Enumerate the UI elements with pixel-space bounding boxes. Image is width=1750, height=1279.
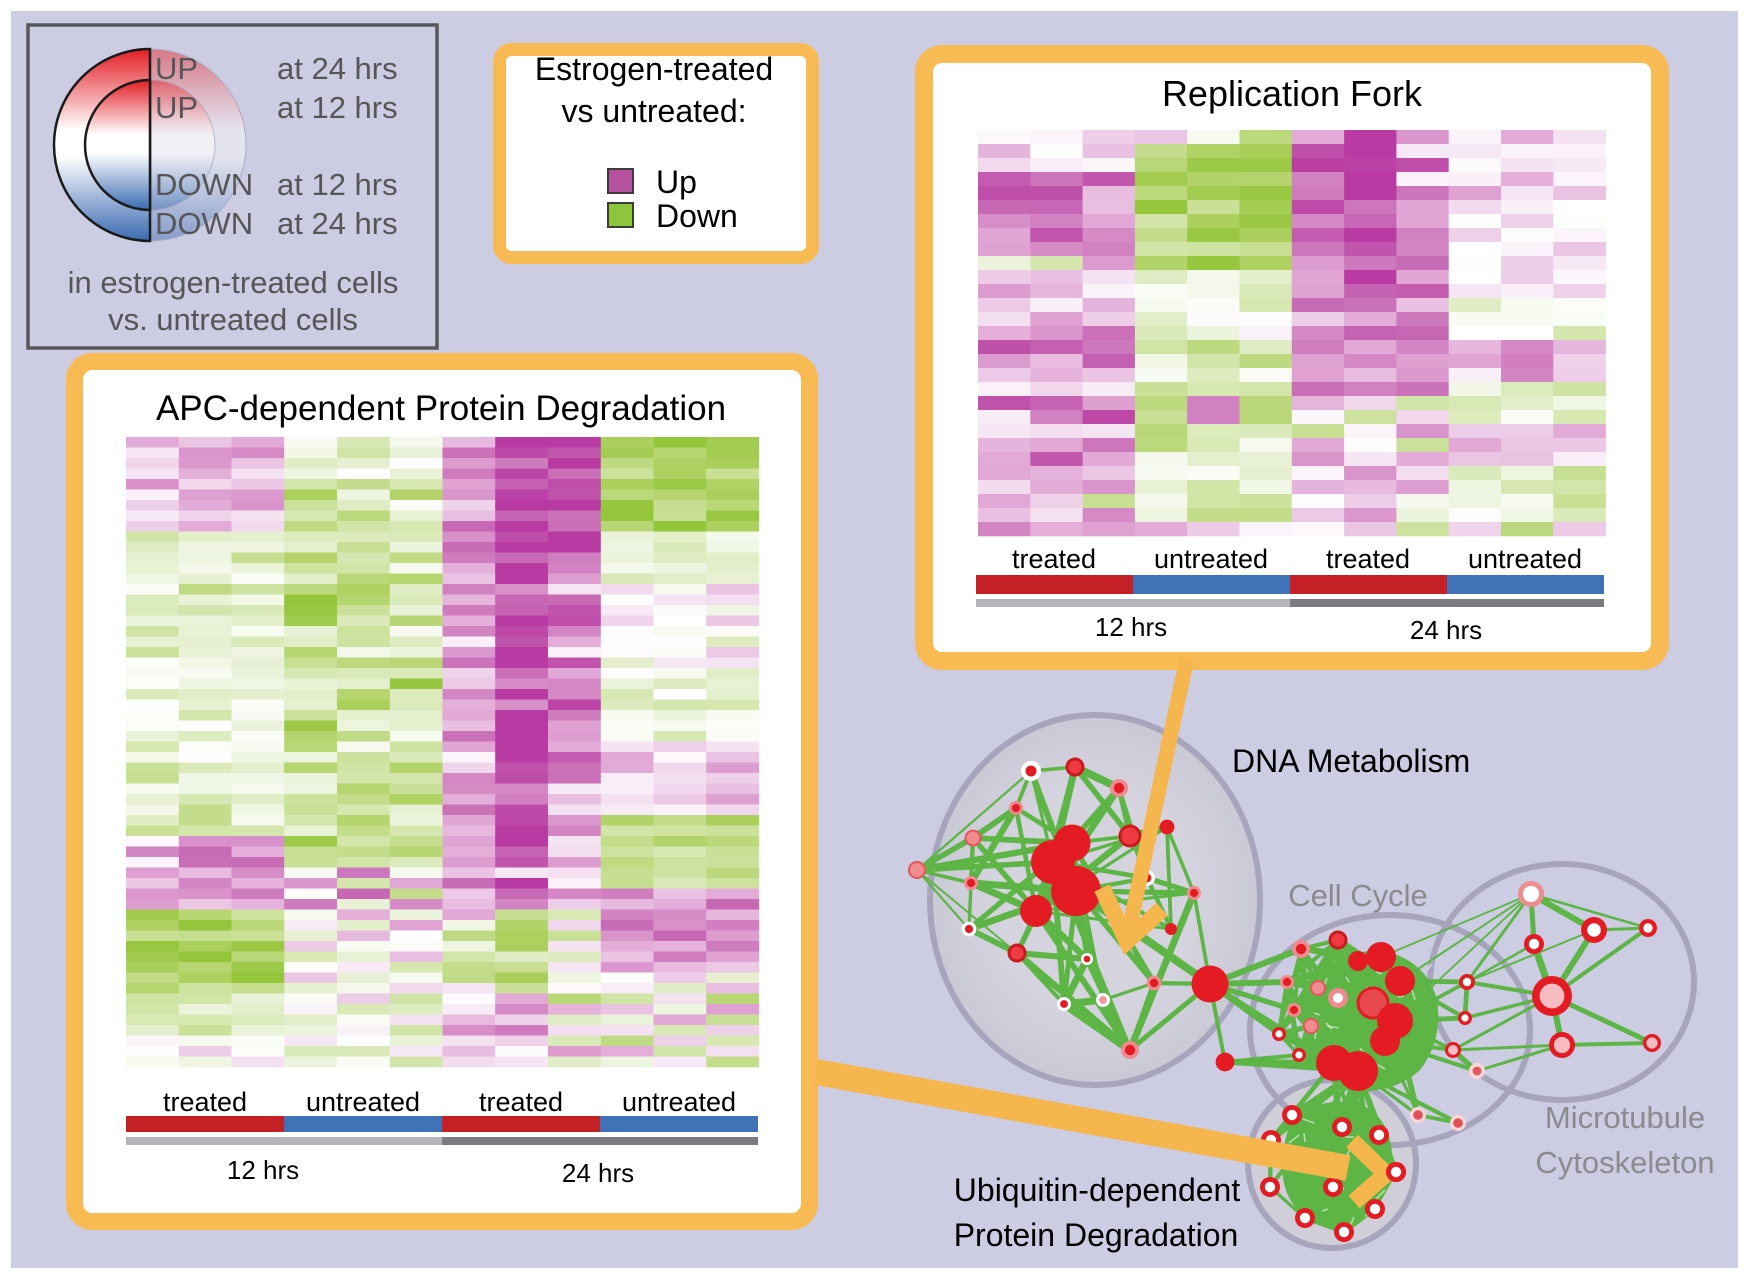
svg-text:at 24 hrs: at 24 hrs — [277, 51, 398, 86]
svg-text:APC-dependent Protein Degradat: APC-dependent Protein Degradation — [156, 389, 726, 428]
svg-text:vs. untreated cells: vs. untreated cells — [108, 302, 358, 337]
svg-text:Estrogen-treated: Estrogen-treated — [535, 51, 773, 87]
svg-text:treated: treated — [1326, 544, 1410, 574]
svg-text:at 24 hrs: at 24 hrs — [277, 206, 398, 241]
svg-text:untreated: untreated — [1468, 544, 1582, 574]
svg-text:Down: Down — [656, 198, 738, 234]
svg-text:vs untreated:: vs untreated: — [562, 93, 747, 129]
svg-text:in estrogen-treated cells: in estrogen-treated cells — [68, 265, 399, 300]
svg-text:12 hrs: 12 hrs — [227, 1155, 299, 1185]
svg-text:treated: treated — [479, 1087, 563, 1117]
svg-text:12 hrs: 12 hrs — [1095, 612, 1167, 642]
svg-text:treated: treated — [1012, 544, 1096, 574]
svg-text:treated: treated — [163, 1087, 247, 1117]
svg-text:DNA Metabolism: DNA Metabolism — [1232, 743, 1470, 779]
svg-text:Cytoskeleton: Cytoskeleton — [1535, 1145, 1714, 1180]
svg-text:at 12 hrs: at 12 hrs — [277, 167, 398, 202]
svg-text:Protein Degradation: Protein Degradation — [954, 1217, 1239, 1253]
svg-text:Microtubule: Microtubule — [1545, 1100, 1705, 1135]
svg-text:Up: Up — [656, 164, 697, 200]
svg-text:24 hrs: 24 hrs — [562, 1158, 634, 1188]
svg-text:untreated: untreated — [306, 1087, 420, 1117]
svg-text:UP: UP — [155, 51, 198, 86]
svg-text:DOWN: DOWN — [155, 206, 253, 241]
svg-text:Cell Cycle: Cell Cycle — [1288, 878, 1428, 913]
svg-text:24 hrs: 24 hrs — [1410, 615, 1482, 645]
svg-text:DOWN: DOWN — [155, 167, 253, 202]
svg-text:Replication Fork: Replication Fork — [1162, 73, 1423, 114]
svg-text:UP: UP — [155, 90, 198, 125]
svg-text:at 12 hrs: at 12 hrs — [277, 90, 398, 125]
svg-text:Ubiquitin-dependent: Ubiquitin-dependent — [954, 1172, 1241, 1208]
svg-text:untreated: untreated — [1154, 544, 1268, 574]
svg-text:untreated: untreated — [622, 1087, 736, 1117]
